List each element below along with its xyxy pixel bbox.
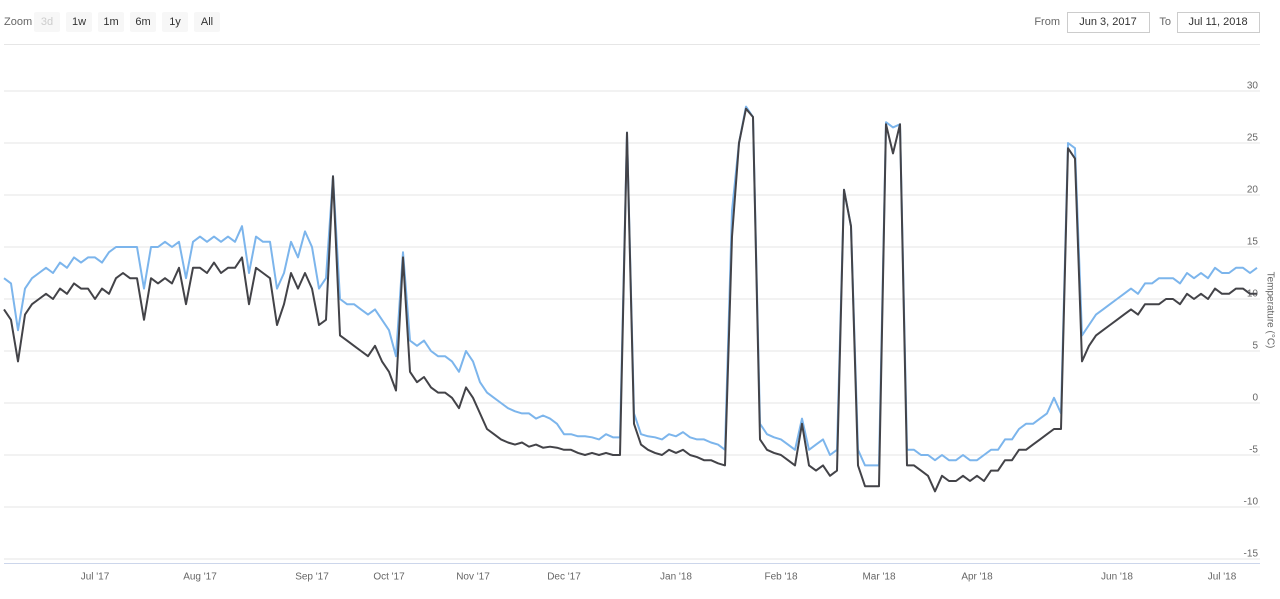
zoom-label: Zoom bbox=[4, 16, 32, 28]
y-tick-label: -5 bbox=[1249, 445, 1258, 456]
x-tick-label: Dec '17 bbox=[547, 572, 581, 583]
zoom-button[interactable] bbox=[66, 12, 92, 32]
x-tick-label: Apr '18 bbox=[961, 572, 993, 583]
zoom-button-label: 3d bbox=[41, 16, 53, 28]
y-tick-label: 25 bbox=[1247, 133, 1259, 144]
zoom-button bbox=[34, 12, 60, 32]
x-tick-label: Aug '17 bbox=[183, 572, 217, 583]
zoom-button[interactable] bbox=[194, 12, 220, 32]
x-tick-label: Jun '18 bbox=[1101, 572, 1133, 583]
from-date[interactable]: Jun 3, 2017 bbox=[1079, 16, 1137, 28]
y-axis-title: Temperature (°C) bbox=[1264, 272, 1275, 349]
y-tick-label: 20 bbox=[1247, 185, 1259, 196]
x-tick-label: Nov '17 bbox=[456, 572, 490, 583]
zoom-button-label[interactable]: 1y bbox=[169, 16, 181, 28]
zoom-button[interactable] bbox=[130, 12, 156, 32]
to-input[interactable] bbox=[1177, 12, 1260, 33]
y-tick-label: 0 bbox=[1252, 393, 1258, 404]
y-tick-label: -10 bbox=[1244, 497, 1259, 508]
to-date[interactable]: Jul 11, 2018 bbox=[1188, 16, 1247, 28]
x-tick-label: Jul '18 bbox=[1208, 572, 1237, 583]
y-tick-label: 5 bbox=[1252, 341, 1258, 352]
y-tick-label: -15 bbox=[1244, 549, 1259, 560]
zoom-button-label[interactable]: 1w bbox=[72, 16, 86, 28]
x-tick-label: Jan '18 bbox=[660, 572, 692, 583]
x-tick-label: Sep '17 bbox=[295, 572, 329, 583]
x-tick-label: Jul '17 bbox=[81, 572, 110, 583]
zoom-button[interactable] bbox=[162, 12, 188, 32]
to-label: To bbox=[1159, 16, 1171, 28]
x-tick-label: Mar '18 bbox=[862, 572, 895, 583]
x-tick-label: Feb '18 bbox=[764, 572, 797, 583]
zoom-button-label[interactable]: 1m bbox=[103, 16, 118, 28]
zoom-button[interactable] bbox=[98, 12, 124, 32]
zoom-button-label[interactable]: 6m bbox=[135, 16, 150, 28]
y-tick-label: 30 bbox=[1247, 81, 1259, 92]
series-line bbox=[3, 107, 1257, 493]
zoom-button-label[interactable]: All bbox=[201, 16, 213, 28]
y-tick-label: 15 bbox=[1247, 237, 1259, 248]
from-input[interactable] bbox=[1067, 12, 1150, 33]
from-label: From bbox=[1034, 16, 1060, 28]
x-tick-label: Oct '17 bbox=[373, 572, 405, 583]
